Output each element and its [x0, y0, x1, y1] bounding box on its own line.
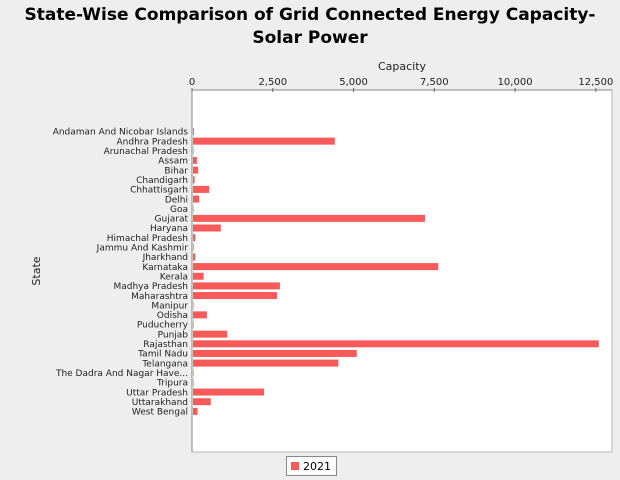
bar-odisha: [193, 311, 207, 319]
bar-maharashtra: [193, 292, 277, 300]
bar-assam: [193, 156, 197, 164]
bar-the-dadra-and-nagar-have: [193, 369, 194, 377]
bar-jharkhand: [193, 253, 196, 261]
category-label: Tripura: [156, 379, 188, 389]
category-label: Goa: [170, 205, 188, 215]
bar-manipur: [193, 301, 194, 309]
category-label: Tamil Nadu: [137, 350, 188, 360]
category-label: Madhya Pradesh: [113, 282, 188, 292]
category-label: Delhi: [165, 195, 188, 205]
bar-telangana: [193, 359, 339, 367]
category-label: Himachal Pradesh: [107, 234, 188, 244]
bar-tamil-nadu: [193, 349, 357, 357]
category-label: Andaman And Nicobar Islands: [53, 128, 189, 138]
category-label: Jammu And Kashmir: [96, 244, 189, 254]
category-label: Puducherry: [137, 321, 189, 331]
category-label: Punjab: [158, 330, 189, 340]
bar-andaman-and-nicobar-islands: [193, 128, 194, 135]
category-label: Manipur: [151, 301, 188, 311]
bar-uttarakhand: [193, 398, 211, 406]
category-label: Uttarakhand: [132, 398, 188, 408]
category-label: Jharkhand: [142, 253, 188, 263]
category-label: Arunachal Pradesh: [104, 147, 188, 157]
bar-madhya-pradesh: [193, 282, 280, 290]
x-tick-label: 5,000: [339, 77, 368, 88]
legend: 2021: [286, 456, 337, 476]
chart-title: State-Wise Comparison of Grid Connected …: [24, 5, 596, 48]
category-label: Chhattisgarh: [130, 186, 188, 196]
x-tick-label: 12,500: [578, 77, 613, 88]
category-label: West Bengal: [132, 408, 188, 418]
bar-tripura: [193, 378, 194, 386]
category-label: Chandigarh: [136, 176, 188, 186]
x-tick-label: 0: [189, 77, 195, 88]
bar-bihar: [193, 166, 199, 174]
bar-jammu-and-kashmir: [193, 243, 194, 251]
category-label: Gujarat: [155, 215, 189, 225]
x-tick-label: 2,500: [258, 77, 287, 88]
legend-swatch: [291, 462, 299, 470]
bar-delhi: [193, 195, 200, 203]
category-label: The Dadra And Nagar Have...: [55, 369, 188, 379]
category-label: Andhra Pradesh: [117, 137, 188, 147]
bar-himachal-pradesh: [193, 234, 196, 242]
bar-rajasthan: [193, 340, 599, 348]
category-label: Rajasthan: [143, 340, 188, 350]
bar-karnataka: [193, 263, 439, 271]
x-tick-label: 10,000: [498, 77, 533, 88]
x-ticks: 0 2,500 5,000 7,500 10,000 12,500: [189, 77, 613, 92]
bar-arunachal-pradesh: [193, 147, 194, 155]
category-label: Haryana: [150, 224, 188, 234]
bar-gujarat: [193, 214, 425, 222]
bar-puducherry: [193, 321, 194, 328]
x-tick-label: 7,500: [420, 77, 449, 88]
bars: [193, 128, 599, 415]
category-label: Bihar: [164, 166, 188, 176]
category-label: Karnataka: [142, 263, 188, 273]
bar-kerala: [193, 272, 204, 280]
bar-haryana: [193, 224, 221, 232]
bar-uttar-pradesh: [193, 388, 265, 396]
y-axis-title: State: [30, 256, 43, 285]
category-label: Kerala: [160, 272, 188, 282]
category-label: Odisha: [157, 311, 188, 321]
bar-andhra-pradesh: [193, 137, 335, 145]
bar-punjab: [193, 330, 228, 338]
category-label: Telangana: [141, 359, 188, 369]
bar-west-bengal: [193, 407, 198, 415]
legend-label: 2021: [303, 459, 331, 473]
bar-chhattisgarh: [193, 185, 210, 193]
category-label: Maharashtra: [131, 292, 188, 302]
x-axis-title: Capacity: [378, 60, 427, 73]
bar-goa: [193, 205, 194, 213]
category-label: Assam: [158, 157, 188, 167]
category-label: Uttar Pradesh: [126, 388, 188, 398]
bar-chandigarh: [193, 176, 195, 184]
